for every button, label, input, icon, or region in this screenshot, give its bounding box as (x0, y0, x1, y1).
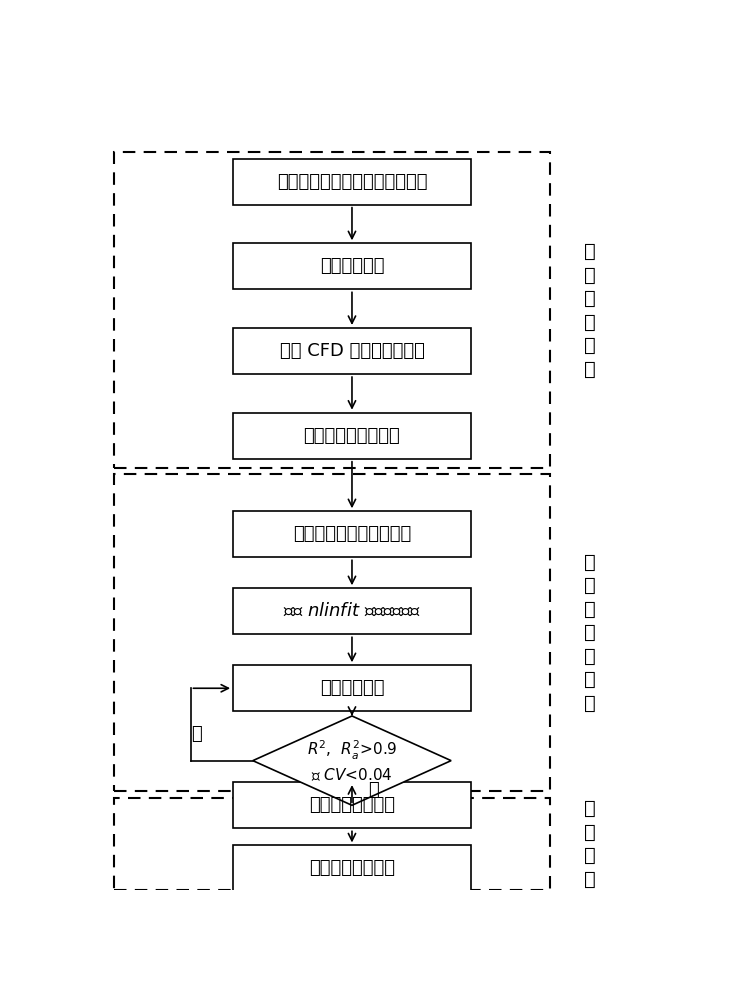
Bar (114, 474, 550, 791)
Text: 建立完全二阶响应面模型: 建立完全二阶响应面模型 (293, 525, 411, 543)
Text: $R^2$,  $R_a^2$>0.9: $R^2$, $R_a^2$>0.9 (307, 739, 397, 762)
Text: 辐条参数最优组合: 辐条参数最优组合 (309, 859, 395, 877)
Text: 采用 $\mathit{nlinfit}$ 函数求解系数: 采用 $\mathit{nlinfit}$ 函数求解系数 (283, 602, 421, 620)
Text: 遗传算法全局寻优: 遗传算法全局寻优 (309, 796, 395, 814)
Text: 否: 否 (191, 725, 202, 743)
Text: 建
立
样
本
数
据: 建 立 样 本 数 据 (584, 242, 596, 378)
FancyBboxPatch shape (233, 782, 471, 828)
FancyBboxPatch shape (233, 413, 471, 459)
Bar (114, 798, 550, 890)
Text: 拟合精度检验: 拟合精度检验 (319, 679, 385, 697)
FancyBboxPatch shape (233, 665, 471, 711)
Polygon shape (253, 716, 451, 805)
Text: 基于 CFD 方法获取扬程值: 基于 CFD 方法获取扬程值 (279, 342, 425, 360)
Text: 建
立
响
应
面
模
型: 建 立 响 应 面 模 型 (584, 553, 596, 713)
Text: 正交试验设计: 正交试验设计 (319, 257, 385, 275)
FancyBboxPatch shape (233, 511, 471, 557)
Bar (114, 152, 550, 468)
FancyBboxPatch shape (233, 243, 471, 289)
FancyBboxPatch shape (233, 588, 471, 634)
Text: 辐条参数归一化处理: 辐条参数归一化处理 (303, 427, 401, 445)
FancyBboxPatch shape (233, 158, 471, 205)
Text: 是: 是 (368, 781, 379, 799)
FancyBboxPatch shape (233, 328, 471, 374)
FancyBboxPatch shape (233, 845, 471, 892)
Text: 初始轴流泵三维建模及数值模拟: 初始轴流泵三维建模及数值模拟 (277, 173, 427, 191)
Text: 全
局
寻
优: 全 局 寻 优 (584, 799, 596, 889)
Text: 且 $\mathit{CV}$<0.04: 且 $\mathit{CV}$<0.04 (311, 766, 393, 783)
